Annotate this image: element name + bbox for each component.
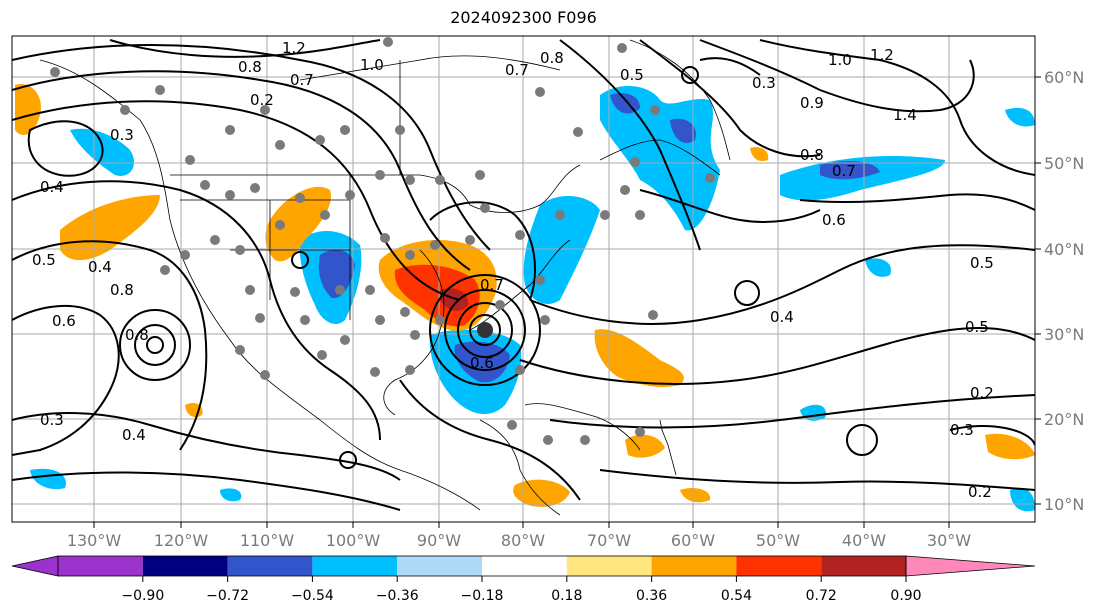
lon-label: 90°W: [417, 531, 461, 550]
contour-label-group: 1.2 0.8 0.7 0.2 1.0 0.8 0.7 0.5 0.3 0.9 …: [32, 39, 994, 501]
contour-label: 0.8: [110, 281, 134, 299]
contour-label: 1.2: [870, 46, 894, 64]
lon-label: 130°W: [67, 531, 122, 550]
contour-label: 0.4: [770, 308, 794, 326]
colorbar-segment: [821, 556, 906, 576]
colorbar-segment: [312, 556, 398, 576]
station-markers: [50, 37, 715, 445]
colorbar-segment: [651, 556, 737, 576]
map-title: 2024092300 F096: [450, 8, 597, 27]
lon-label: 120°W: [154, 531, 209, 550]
colorbar-over-arrow: [905, 555, 1036, 577]
lat-label: 60°N: [1044, 68, 1084, 87]
contour-label: 0.5: [970, 254, 994, 272]
contour-label: 0.7: [832, 162, 856, 180]
lon-label: 30°W: [927, 531, 971, 550]
colorbar-tick-label: 0.72: [806, 588, 837, 604]
lon-label: 80°W: [501, 531, 545, 550]
colorbar-segment: [736, 556, 822, 576]
colorbar-under-arrow: [11, 555, 59, 577]
graticule: [12, 36, 1035, 522]
contour-label: 0.7: [480, 276, 504, 294]
lon-label: 40°W: [842, 531, 886, 550]
contour-label: 0.8: [125, 326, 149, 344]
coastlines: [39, 39, 731, 516]
contour-label: 1.0: [360, 56, 384, 74]
contour-label: 0.8: [540, 49, 564, 67]
lon-label: 100°W: [326, 531, 381, 550]
contour-label: 0.2: [968, 483, 992, 501]
lon-label: 50°W: [756, 531, 800, 550]
colorbar-tick-label: −0.54: [291, 588, 334, 604]
colorbar: −0.90 −0.72 −0.54 −0.36 −0.18 0.18 0.36 …: [11, 555, 1036, 604]
colorbar-tick-label: −0.18: [461, 588, 504, 604]
contour-label: 0.4: [88, 258, 112, 276]
map-layers: 1.2 0.8 0.7 0.2 1.0 0.8 0.7 0.5 0.3 0.9 …: [12, 36, 1035, 522]
contour-label: 0.2: [250, 91, 274, 109]
colorbar-tick-label: −0.90: [121, 588, 164, 604]
lat-label: 30°N: [1044, 325, 1084, 344]
lon-label: 110°W: [240, 531, 295, 550]
contour-label: 0.5: [965, 318, 989, 336]
contour-label: 0.8: [238, 58, 262, 76]
contour-label: 0.2: [970, 384, 994, 402]
contour-label: 0.8: [800, 146, 824, 164]
colorbar-tick-label: 0.36: [636, 588, 667, 604]
colorbar-segment: [397, 556, 482, 576]
longitude-labels: 130°W 120°W 110°W 100°W 90°W 80°W 70°W 6…: [67, 531, 971, 550]
contour-label: 0.3: [40, 411, 64, 429]
colorbar-tick-label: −0.72: [206, 588, 249, 604]
contour-label: 1.2: [282, 39, 306, 57]
colorbar-segment: [58, 556, 143, 576]
colorbar-tick-label: −0.36: [376, 588, 419, 604]
colorbar-segment: [566, 556, 652, 576]
contour-label: 0.6: [822, 211, 846, 229]
contour-label: 0.6: [470, 354, 494, 372]
contour-label: 0.7: [505, 61, 529, 79]
colorbar-segment: [142, 556, 228, 576]
contour-label: 0.3: [950, 421, 974, 439]
shaded-anomaly-fields: [15, 84, 1035, 512]
lon-label: 60°W: [671, 531, 715, 550]
contour-label: 1.4: [893, 106, 917, 124]
latitude-labels: 60°N 50°N 40°N 30°N 20°N 10°N: [1044, 68, 1084, 514]
contour-label: 0.5: [620, 66, 644, 84]
contour-label: 0.6: [52, 312, 76, 330]
contour-lines: [12, 39, 1035, 511]
contour-label: 0.3: [110, 126, 134, 144]
colorbar-ticks: [142, 576, 907, 582]
contour-label: 0.4: [122, 426, 146, 444]
contour-label: 1.0: [828, 51, 852, 69]
lat-label: 40°N: [1044, 240, 1084, 259]
contour-label: 0.4: [40, 178, 64, 196]
contour-label: 0.9: [800, 94, 824, 112]
lat-label: 50°N: [1044, 154, 1084, 173]
colorbar-tick-label: 0.18: [551, 588, 582, 604]
lat-label: 10°N: [1044, 495, 1084, 514]
colorbar-segment: [482, 556, 567, 576]
contour-label: 0.7: [290, 71, 314, 89]
contour-label: 0.5: [32, 251, 56, 269]
lon-label: 70°W: [587, 531, 631, 550]
axis-ticks: [93, 76, 1041, 528]
lat-label: 20°N: [1044, 410, 1084, 429]
colorbar-tick-label: 0.90: [890, 588, 921, 604]
colorbar-segment: [227, 556, 313, 576]
colorbar-tick-label: 0.54: [721, 588, 752, 604]
contour-label: 0.3: [752, 74, 776, 92]
